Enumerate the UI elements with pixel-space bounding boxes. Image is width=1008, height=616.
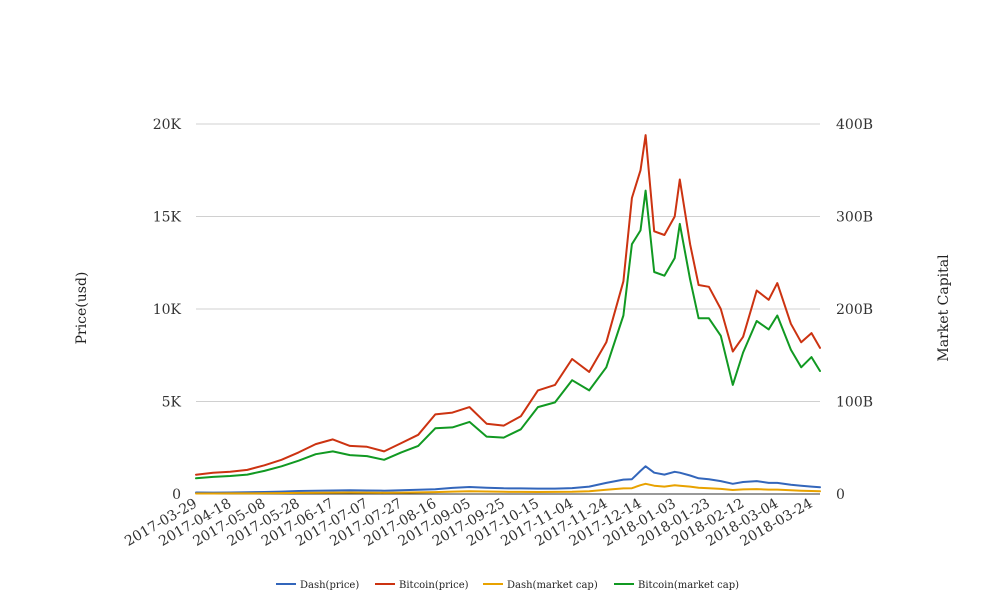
right-y-tick-label: 200B — [836, 302, 873, 318]
left-y-axis: 0 5K 10K 15K 20K — [153, 117, 182, 503]
left-y-tick-label: 5K — [162, 395, 182, 411]
plot-area — [195, 134, 821, 495]
legend-label: Bitcoin(price) — [399, 580, 469, 591]
series-line-bitcoin-market-cap — [195, 189, 821, 480]
right-y-tick-label: 100B — [836, 395, 873, 411]
right-y-tick-label: 0 — [836, 487, 845, 503]
legend: Dash(price) Bitcoin(price) Dash(market cap… — [276, 580, 739, 591]
grid-lines — [196, 123, 820, 495]
series-line-bitcoin-price — [195, 134, 821, 476]
left-axis-title: Price(usd) — [74, 272, 90, 345]
right-axis-title: Market Capital — [936, 254, 952, 362]
right-y-tick-label: 300B — [836, 210, 873, 226]
right-y-tick-label: 400B — [836, 117, 873, 133]
series-line-dash-price — [195, 465, 821, 494]
legend-label: Dash(market cap) — [507, 580, 598, 591]
left-y-tick-label: 10K — [153, 302, 182, 318]
legend-label: Bitcoin(market cap) — [638, 580, 739, 591]
left-y-tick-label: 0 — [172, 487, 181, 503]
legend-label: Dash(price) — [300, 580, 359, 591]
right-y-axis: 0 100B 200B 300B 400B — [836, 117, 873, 503]
series-line-dash-market-cap — [195, 482, 821, 495]
left-y-tick-label: 20K — [153, 117, 182, 133]
left-y-tick-label: 15K — [153, 210, 182, 226]
x-axis: 2017-03-292017-04-182017-05-082017-05-28… — [122, 496, 815, 550]
